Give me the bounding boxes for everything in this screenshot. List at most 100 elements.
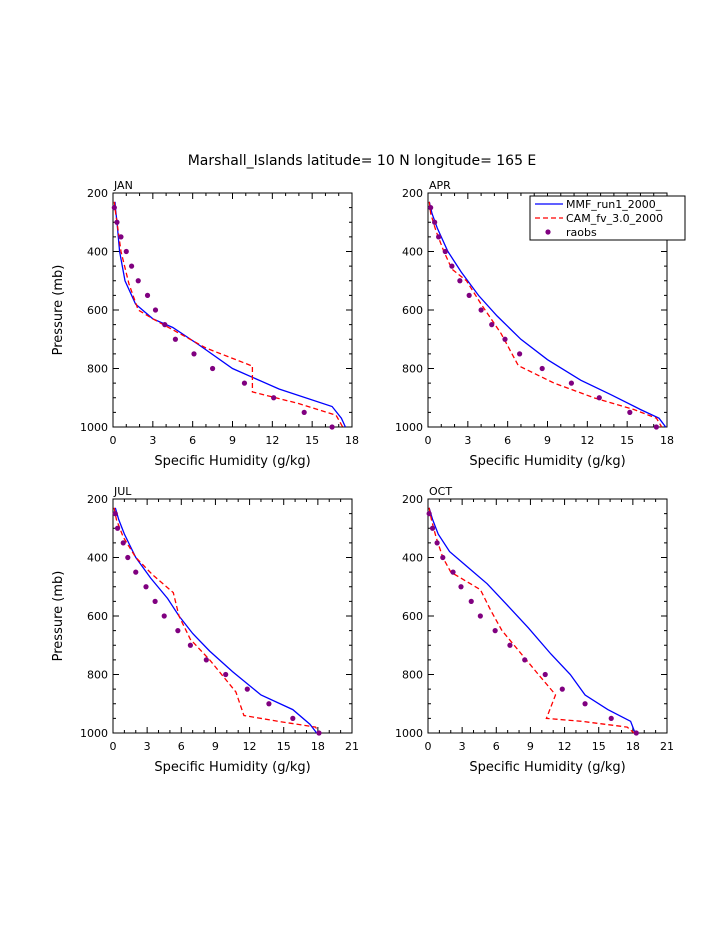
raobs-point	[123, 248, 129, 255]
raobs-point	[152, 598, 158, 604]
raobs-point	[596, 395, 602, 401]
y-tick-label: 200	[87, 493, 108, 506]
raobs-point	[161, 613, 167, 619]
legend-label: MMF_run1_2000_	[566, 198, 662, 211]
panel-oct: 0 3 6 9 12 15 18 21 200 400 600 800 1000 OCT Specific …	[395, 485, 674, 775]
x-tick-label: 21	[660, 740, 674, 753]
raobs-point	[128, 263, 135, 269]
raobs-point	[608, 715, 614, 721]
raobs-point	[187, 642, 193, 648]
raobs-point	[432, 219, 438, 225]
raobs-point	[241, 380, 248, 386]
x-axis-label: Specific Humidity (g/kg)	[469, 454, 625, 469]
y-axis-label: Pressure (mb)	[51, 571, 66, 662]
y-tick-label: 1000	[395, 727, 423, 740]
cam-series-line	[428, 201, 663, 428]
y-tick-label: 800	[87, 363, 108, 376]
plot-frame	[112, 192, 353, 428]
raobs-point	[440, 554, 446, 561]
y-tick-label: 400	[87, 552, 108, 565]
mmf-series-line	[428, 201, 667, 428]
raobs-point	[290, 715, 296, 721]
y-tick-label: 600	[87, 304, 108, 317]
cam-series-line	[113, 201, 344, 428]
x-tick-label: 12	[558, 740, 572, 753]
panel-title: OCT	[429, 485, 452, 498]
y-tick-label: 800	[402, 363, 423, 376]
x-tick-label: 21	[345, 740, 359, 753]
mmf-series-line	[114, 507, 318, 734]
mmf-series-line	[114, 201, 346, 428]
raobs-point	[653, 424, 659, 430]
x-axis-label: Specific Humidity (g/kg)	[154, 454, 310, 469]
cam-series-line	[113, 507, 320, 734]
raobs-point	[152, 307, 159, 313]
raobs-point	[568, 380, 575, 386]
x-tick-label: 6	[178, 740, 185, 753]
panel-jan: 0 3 6 9 12 15 18 200 400 600 800 1000 JAN Specific Hu…	[51, 179, 359, 469]
raobs-point	[457, 278, 463, 284]
raobs-point	[507, 642, 513, 648]
raobs-point	[426, 511, 432, 517]
x-tick-label: 3	[459, 740, 466, 753]
x-tick-label: 0	[425, 740, 432, 753]
legend-label: raobs	[566, 226, 597, 239]
raobs-point	[120, 540, 126, 546]
panel-title: JUL	[113, 485, 132, 498]
raobs-point	[172, 336, 179, 342]
y-tick-label: 200	[402, 187, 423, 200]
legend-label: CAM_fv_3.0_2000	[566, 212, 663, 225]
y-tick-label: 800	[402, 669, 423, 682]
mmf-series-line	[428, 507, 636, 734]
y-tick-label: 1000	[80, 421, 108, 434]
raobs-point	[442, 248, 448, 255]
x-tick-label: 3	[464, 434, 471, 447]
x-tick-label: 6	[504, 434, 511, 447]
raobs-point	[114, 219, 120, 225]
raobs-point	[450, 569, 456, 575]
x-tick-label: 9	[229, 434, 236, 447]
raobs-point	[329, 424, 335, 430]
x-axis-label: Specific Humidity (g/kg)	[469, 760, 625, 775]
x-tick-label: 6	[189, 434, 196, 447]
raobs-point	[135, 278, 141, 284]
x-tick-label: 12	[265, 434, 279, 447]
plot-frame	[112, 498, 353, 734]
y-tick-label: 1000	[395, 421, 423, 434]
raobs-point	[436, 234, 442, 240]
raobs-point	[477, 613, 483, 619]
raobs-point	[125, 554, 131, 561]
raobs-point	[114, 525, 121, 531]
y-axis-label: Pressure (mb)	[51, 265, 66, 356]
y-tick-label: 200	[87, 187, 108, 200]
legend-marker-raobs	[545, 229, 551, 235]
x-tick-label: 18	[660, 434, 674, 447]
raobs-point	[133, 569, 139, 575]
raobs-point	[209, 365, 216, 372]
x-tick-label: 18	[626, 740, 640, 753]
y-tick-label: 200	[402, 493, 423, 506]
x-tick-label: 15	[305, 434, 319, 447]
raobs-point	[489, 322, 495, 328]
raobs-point	[517, 351, 523, 357]
raobs-point	[522, 657, 528, 663]
raobs-point	[542, 671, 548, 678]
raobs-point	[458, 584, 464, 590]
y-tick-label: 600	[402, 610, 423, 623]
raobs-point	[266, 701, 272, 707]
raobs-point	[429, 525, 436, 531]
y-tick-label: 1000	[80, 727, 108, 740]
raobs-point	[434, 540, 440, 546]
raobs-point	[468, 598, 474, 604]
raobs-point	[203, 657, 209, 663]
cam-series-line	[428, 507, 635, 734]
raobs-point	[143, 584, 149, 590]
raobs-point	[223, 671, 229, 678]
y-tick-label: 800	[87, 669, 108, 682]
raobs-point	[478, 307, 484, 313]
raobs-point	[112, 511, 118, 517]
raobs-point	[175, 628, 181, 634]
x-tick-label: 15	[620, 434, 634, 447]
